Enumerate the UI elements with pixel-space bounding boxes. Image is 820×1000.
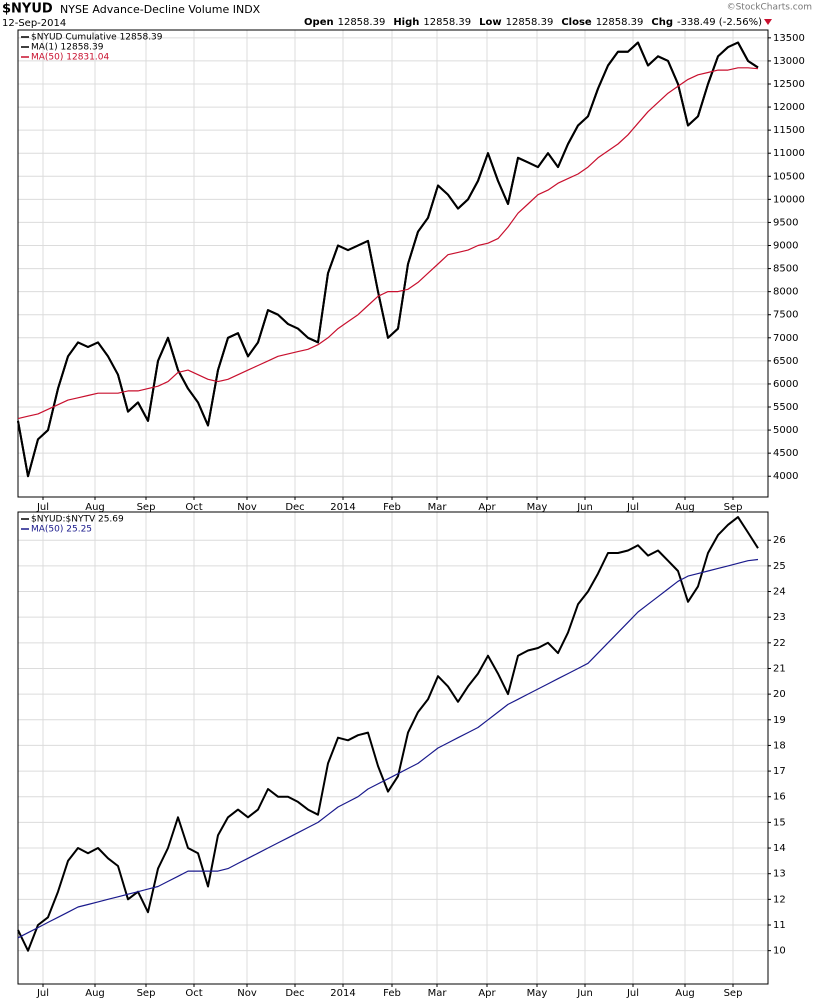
x-tick-label: Aug <box>85 988 105 999</box>
y-tick-label: 4500 <box>773 448 798 459</box>
y-tick-label: 24 <box>773 587 786 598</box>
description: NYSE Advance-Decline Volume INDX <box>60 3 261 16</box>
x-tick-label: Oct <box>185 988 202 999</box>
x-tick-label: Sep <box>137 988 156 999</box>
y-tick-label: 21 <box>773 663 786 674</box>
y-tick-label: 8000 <box>773 287 798 298</box>
legend-label: MA(1) 12858.39 <box>31 43 104 53</box>
x-tick-label: Apr <box>478 502 496 513</box>
quote-label: Chg <box>651 17 673 28</box>
x-tick-label: Aug <box>675 502 695 513</box>
x-tick-label: Jul <box>36 988 49 999</box>
copyright: ©StockCharts.com <box>727 3 812 13</box>
y-tick-label: 12000 <box>773 102 805 113</box>
legend-label: MA(50) 12831.04 <box>31 53 109 63</box>
x-tick-label: Feb <box>383 988 401 999</box>
series-line <box>17 67 759 420</box>
y-tick-label: 25 <box>773 561 786 572</box>
x-tick-label: Nov <box>237 988 257 999</box>
quote-label: Low <box>479 17 501 28</box>
quote: Open 12858.39 High 12858.39 Low 12858.39 Close… <box>304 17 762 28</box>
y-tick-label: 19 <box>773 715 786 726</box>
y-tick-label: 23 <box>773 612 786 623</box>
y-tick-label: 13 <box>773 869 786 880</box>
series-line <box>17 558 759 939</box>
x-tick-label: May <box>527 988 548 999</box>
date: 12-Sep-2014 <box>2 18 66 29</box>
quote-label: High <box>393 17 419 28</box>
series-line <box>17 516 759 952</box>
x-tick-label: 2014 <box>330 988 355 999</box>
x-tick-label: Oct <box>185 502 202 513</box>
y-tick-label: 5000 <box>773 425 798 436</box>
y-tick-label: 12 <box>773 894 786 905</box>
x-tick-label: Mar <box>428 988 448 999</box>
series-line <box>17 41 759 478</box>
x-tick-label: Jun <box>576 502 593 513</box>
quote-value: 12858.39 <box>596 17 644 28</box>
y-tick-label: 4000 <box>773 471 798 482</box>
legend-label: $NYUD:$NYTV 25.69 <box>31 515 124 525</box>
x-tick-label: Sep <box>137 502 156 513</box>
x-tick-label: Jul <box>626 502 639 513</box>
down-arrow <box>764 19 772 25</box>
quote-value: 12858.39 <box>423 17 471 28</box>
x-tick-label: May <box>527 502 548 513</box>
symbol: $NYUD <box>2 2 53 17</box>
x-tick-label: Sep <box>724 988 743 999</box>
x-tick-label: Feb <box>383 502 401 513</box>
x-tick-label: Aug <box>85 502 105 513</box>
y-tick-label: 7000 <box>773 333 798 344</box>
y-tick-label: 15 <box>773 817 786 828</box>
quote-value: 12858.39 <box>506 17 554 28</box>
y-tick-label: 12500 <box>773 79 805 90</box>
y-tick-label: 6000 <box>773 379 798 390</box>
x-tick-label: Apr <box>478 988 496 999</box>
x-tick-label: Aug <box>675 988 695 999</box>
plot-frame <box>17 29 769 498</box>
x-tick-label: Dec <box>285 502 304 513</box>
y-tick-label: 22 <box>773 638 786 649</box>
y-tick-label: 9500 <box>773 217 798 228</box>
x-tick-label: Jul <box>626 988 639 999</box>
legend-label: $NYUD Cumulative 12858.39 <box>31 33 163 43</box>
x-tick-label: Jul <box>36 502 49 513</box>
y-tick-label: 8500 <box>773 264 798 275</box>
quote-value: -338.49 (-2.56%) <box>677 17 762 28</box>
x-tick-label: Nov <box>237 502 257 513</box>
y-tick-label: 26 <box>773 535 786 546</box>
y-tick-label: 5500 <box>773 402 798 413</box>
legend-label: MA(50) 25.25 <box>31 525 92 535</box>
x-tick-label: Dec <box>285 988 304 999</box>
x-tick-label: 2014 <box>330 502 355 513</box>
quote-label: Close <box>561 17 592 28</box>
y-tick-label: 11000 <box>773 148 805 159</box>
y-tick-label: 13500 <box>773 33 805 44</box>
y-tick-label: 6500 <box>773 356 798 367</box>
x-tick-label: Sep <box>724 502 743 513</box>
y-tick-label: 10000 <box>773 194 805 205</box>
y-tick-label: 16 <box>773 792 786 803</box>
quote-label: Open <box>304 17 334 28</box>
y-tick-label: 10 <box>773 946 786 957</box>
y-tick-label: 13000 <box>773 56 805 67</box>
x-tick-label: Jun <box>576 988 593 999</box>
quote-value: 12858.39 <box>338 17 386 28</box>
x-tick-label: Mar <box>428 502 448 513</box>
y-tick-label: 7500 <box>773 310 798 321</box>
y-tick-label: 20 <box>773 689 786 700</box>
y-tick-label: 10500 <box>773 171 805 182</box>
y-tick-label: 9000 <box>773 241 798 252</box>
y-tick-label: 11 <box>773 920 786 931</box>
y-tick-label: 17 <box>773 766 786 777</box>
y-tick-label: 11500 <box>773 125 805 136</box>
y-tick-label: 14 <box>773 843 786 854</box>
plot-frame <box>17 511 769 985</box>
y-tick-label: 18 <box>773 740 786 751</box>
